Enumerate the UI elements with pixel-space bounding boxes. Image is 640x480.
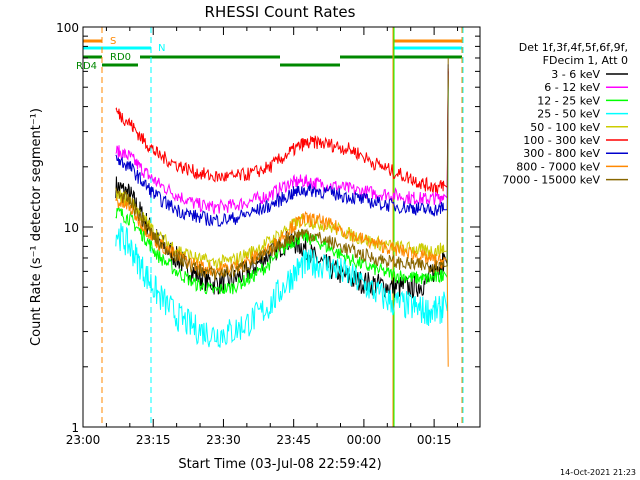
legend-header-line-1: Det 1f,3f,4f,5f,6f,9f,	[519, 41, 628, 54]
legend-label: 6 - 12 keV	[544, 81, 600, 94]
y-tick-label: 1	[71, 421, 79, 435]
series-line	[115, 57, 449, 281]
x-tick-label: 23:45	[276, 433, 311, 447]
timestamp: 14-Oct-2021 21:23	[560, 468, 636, 477]
y-tick-label: 10	[64, 221, 79, 235]
series-line	[115, 64, 449, 228]
y-tick-label: 100	[56, 21, 79, 35]
legend-label: 25 - 50 keV	[537, 108, 600, 121]
legend-label: 800 - 7000 keV	[516, 160, 600, 173]
x-axis-ticks: 23:00 23:15 23:30 23:45 00:00 00:15	[66, 27, 459, 447]
y-axis-title: Count Rate (s⁻¹ detector segment⁻¹)	[29, 108, 44, 346]
annotation-rd0-label: RD0	[110, 52, 131, 63]
annotation-s-label: S	[110, 36, 116, 47]
x-axis-title: Start Time (03-Jul-08 22:59:42)	[178, 457, 381, 472]
legend-label: 300 - 800 keV	[523, 147, 600, 160]
legend-label: 3 - 6 keV	[551, 68, 600, 81]
legend: Det 1f,3f,4f,5f,6f,9f, FDecim 1, Att 0 3…	[502, 41, 628, 187]
x-tick-label: 23:30	[206, 433, 241, 447]
y-axis-ticks: 1 10 100	[56, 21, 480, 435]
chart-title: RHESSI Count Rates	[205, 3, 356, 21]
annotation-bands	[83, 27, 464, 427]
series-line	[115, 71, 449, 299]
x-tick-label: 00:00	[347, 433, 382, 447]
annotation-labels: S N RD0 RD4	[76, 36, 165, 72]
x-tick-label: 23:15	[136, 433, 171, 447]
legend-label: 50 - 100 keV	[530, 121, 600, 134]
legend-header-line-2: FDecim 1, Att 0	[543, 54, 628, 67]
legend-label: 12 - 25 keV	[537, 94, 600, 107]
series-line	[115, 68, 449, 195]
legend-label: 7000 - 15000 keV	[502, 174, 600, 187]
series-line	[115, 71, 449, 215]
series-line	[115, 78, 449, 295]
series-line	[115, 87, 449, 348]
annotation-rd4-label: RD4	[76, 61, 97, 72]
legend-label: 100 - 300 keV	[523, 134, 600, 147]
x-tick-label: 00:15	[417, 433, 452, 447]
x-tick-label: 23:00	[66, 433, 101, 447]
series-layer	[115, 57, 449, 367]
annotation-n-label: N	[158, 43, 165, 54]
